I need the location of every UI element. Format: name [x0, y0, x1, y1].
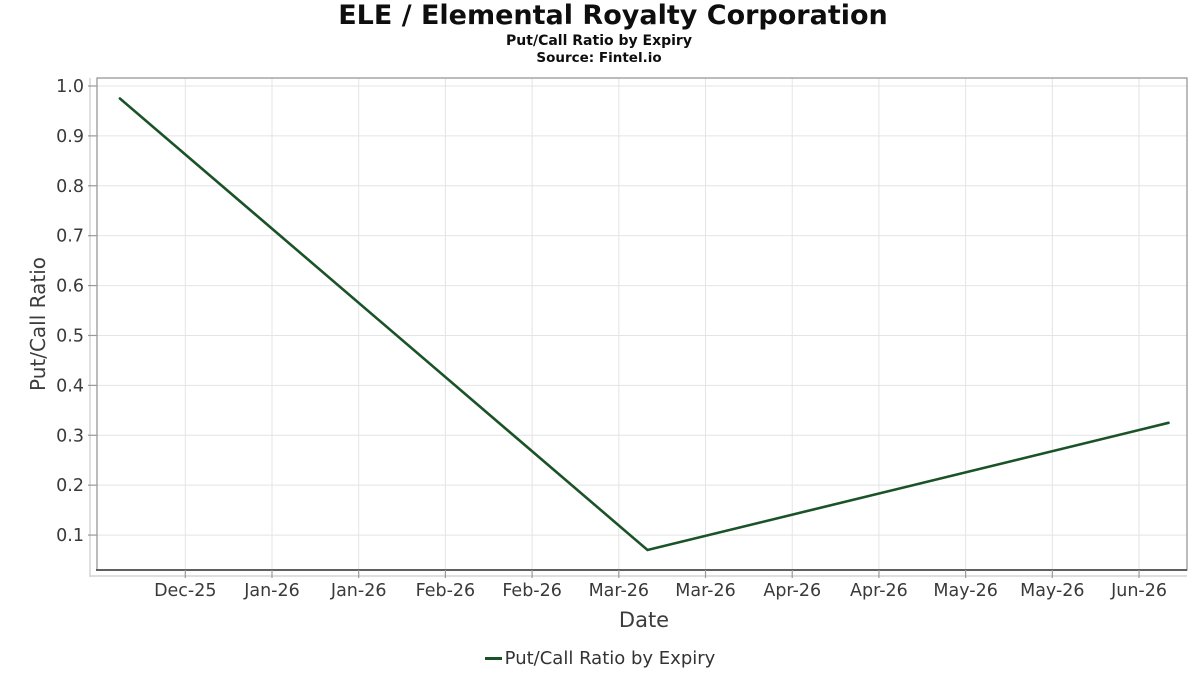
y-tick-label: 0.2	[56, 476, 84, 496]
chart-title: ELE / Elemental Royalty Corporation	[338, 0, 888, 31]
y-tick-label: 0.8	[56, 177, 84, 197]
y-tick-label: 0.1	[56, 526, 84, 546]
x-tick-label: Jan-26	[330, 581, 387, 601]
x-tick-label: Apr-26	[850, 581, 908, 601]
y-axis-title: Put/Call Ratio	[26, 256, 50, 392]
x-tick-label: Feb-26	[502, 581, 562, 601]
chart-subtitle: Put/Call Ratio by Expiry	[506, 33, 692, 49]
legend-line-swatch	[484, 656, 502, 660]
x-axis-title: Date	[618, 608, 670, 632]
x-tick-label: May-26	[1020, 581, 1084, 601]
x-tick-label: Jun-26	[1110, 581, 1167, 601]
legend: Put/Call Ratio by Expiry	[0, 645, 1200, 671]
legend-label: Put/Call Ratio by Expiry	[504, 647, 716, 669]
plot-border	[96, 77, 1188, 571]
x-tick-label: May-26	[933, 581, 997, 601]
x-tick-label: Apr-26	[763, 581, 821, 601]
y-tick-label: 0.4	[56, 376, 84, 396]
y-tick-label: 0.5	[56, 326, 84, 346]
series-line	[118, 97, 1170, 552]
y-tick-label: 0.7	[56, 227, 84, 247]
y-tick-label: 1.0	[56, 77, 84, 97]
x-tick-label: Jan-26	[243, 581, 300, 601]
chart-source: Source: Fintel.io	[536, 50, 662, 66]
y-tick-label: 0.3	[56, 426, 84, 446]
y-tick-label: 0.6	[56, 277, 84, 297]
y-tick-label: 0.9	[56, 127, 84, 147]
x-tick-label: Feb-26	[416, 581, 476, 601]
x-tick-label: Dec-25	[154, 581, 216, 601]
x-tick-label: Mar-26	[675, 581, 735, 601]
x-tick-label: Mar-26	[589, 581, 649, 601]
